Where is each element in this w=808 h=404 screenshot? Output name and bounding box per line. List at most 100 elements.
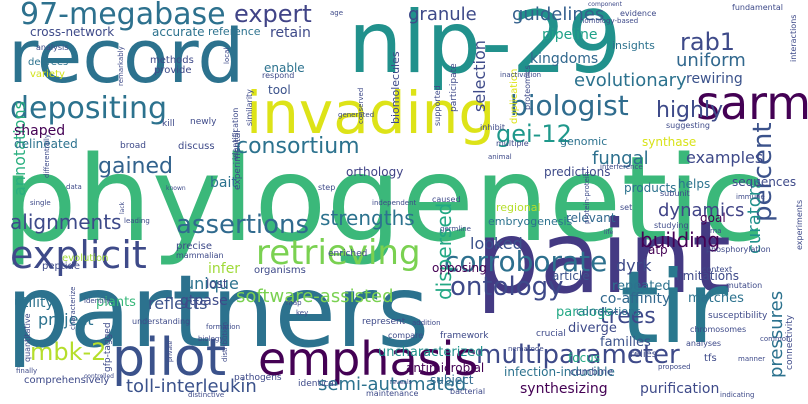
word-accurate: accurate: [152, 25, 205, 39]
word-insights: insights: [612, 39, 655, 52]
word-common: common: [760, 335, 791, 343]
word-map: map: [286, 299, 302, 307]
word-phosphorylation: phosphorylation: [706, 245, 771, 254]
word-generated: generated: [338, 111, 375, 119]
word-combine: combine: [570, 367, 613, 378]
word-orthology: orthology: [346, 165, 404, 179]
word-interference: interference: [600, 163, 643, 171]
word-co-affinity: co-affinity: [600, 291, 671, 307]
word-independent: independent: [372, 199, 417, 207]
word-predictions: predictions: [544, 165, 611, 179]
word-gei-12: gei-12: [496, 120, 572, 148]
word-explicit: explicit: [10, 233, 147, 277]
word-quantitative: quantitative: [23, 313, 32, 362]
word-germline: germline: [440, 225, 471, 233]
word-understanding: understanding: [132, 317, 191, 326]
word-phylogenetic: phylogenetic: [2, 130, 766, 268]
word-helps: helps: [678, 177, 711, 191]
word-relies: relies: [630, 349, 657, 360]
word-newly: newly: [190, 117, 217, 127]
word-manner: manner: [738, 355, 766, 363]
word-key: key: [296, 309, 309, 317]
word-rewiring: rewiring: [686, 71, 743, 87]
word-enable: enable: [264, 61, 305, 75]
word-evidence: evidence: [620, 9, 657, 18]
word-project: project: [38, 310, 94, 329]
word-conserved: conserved: [357, 87, 365, 124]
word-families: families: [600, 335, 651, 350]
word-examples: examples: [686, 148, 764, 167]
word-uniform: uniform: [676, 50, 746, 71]
word-retrieving: retrieving: [256, 233, 421, 273]
word-evolution: evolution: [62, 253, 109, 264]
word-private: private: [167, 340, 174, 362]
word-genomic: genomic: [560, 135, 608, 148]
word-component: component: [588, 1, 622, 8]
word-multiparameter: multiparameter: [476, 340, 680, 370]
word-granule: granule: [408, 4, 477, 25]
word-caused: caused: [432, 195, 461, 204]
word-reference: reference: [208, 25, 261, 38]
word-interactions: interactions: [789, 14, 798, 62]
word-highly: highly: [656, 98, 724, 123]
word-partners: partners: [6, 253, 430, 370]
word-homology-based: homology-based: [580, 17, 639, 25]
word-assertions: assertions: [176, 210, 310, 240]
word-leading: leading: [124, 217, 150, 225]
word-emphasis: emphasis: [258, 332, 479, 386]
word-diverge: diverge: [568, 321, 617, 336]
word-gtpase: gtpase: [180, 293, 228, 309]
word-ontology: ontology: [450, 272, 564, 302]
word-depositing: depositing: [10, 91, 168, 126]
word-semi-automated: semi-automated: [318, 374, 467, 395]
word-bait: bait: [210, 175, 237, 191]
word-suggesting: suggesting: [666, 121, 710, 130]
word-formation: formation: [206, 323, 241, 331]
word-alignments: alignments: [10, 210, 122, 234]
word-known: known: [166, 185, 186, 192]
word-reveals: reveals: [390, 379, 412, 386]
word-relevant: relevant: [566, 211, 616, 225]
word-single: single: [30, 199, 51, 207]
word-differentially: differentially: [43, 134, 51, 178]
word-article: article: [552, 269, 590, 283]
word-consortium: consortium: [236, 134, 360, 159]
word-degrees: degrees: [28, 57, 69, 68]
word-supported: supported: [433, 85, 442, 126]
word-limitations: limitations: [676, 269, 739, 283]
word-subunit: subunit: [660, 189, 690, 198]
word-gfp-tagged: gfp-tagged: [103, 322, 113, 372]
word-plants: plants: [96, 295, 136, 310]
word-provide: provide: [154, 65, 192, 76]
word-embryogenesis: embryogenesis: [488, 215, 573, 228]
word-paralogs: paralogs: [556, 305, 613, 320]
word-tfs: tfs: [704, 353, 717, 364]
word-synthesizing: synthesizing: [520, 381, 608, 397]
word-distribution: distribution: [221, 322, 229, 362]
word-fundamental: fundamental: [732, 3, 783, 12]
word-chromosomes: chromosomes: [690, 325, 747, 334]
word-animal: animal: [488, 153, 512, 161]
word-identification: identification: [231, 107, 240, 160]
word-mutation: mutation: [726, 281, 763, 290]
word-lost: lost: [206, 277, 228, 291]
word-record: record: [8, 14, 245, 100]
word-age: age: [330, 9, 344, 17]
word-inhibit: inhibit: [480, 123, 506, 132]
word-indicating: indicating: [720, 391, 755, 399]
word-nematode: nematode: [508, 345, 544, 353]
word-selection: selection: [470, 40, 489, 112]
word-focus: focus: [568, 351, 601, 365]
word-expert: expert: [234, 0, 312, 28]
word-organisms: organisms: [254, 265, 306, 276]
word-remarkably: remarkably: [117, 46, 125, 86]
word-guidelines: guidelines: [512, 4, 605, 25]
word-mammalian: mammalian: [176, 251, 224, 260]
word-toll-interleukin: toll-interleukin: [126, 376, 257, 397]
word-unique: unique: [184, 274, 239, 293]
word-tir: tir: [620, 249, 729, 366]
word-goal: goal: [700, 211, 726, 225]
word-trees: trees: [600, 304, 656, 329]
word-variety: variety: [30, 69, 65, 80]
